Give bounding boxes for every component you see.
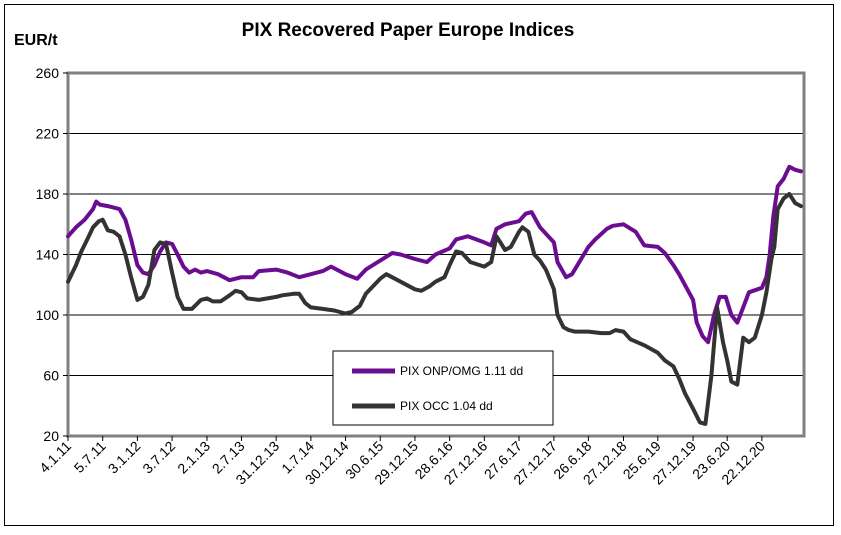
series-lines (66, 164, 803, 426)
legend: PIX ONP/OMG 1.11 dd PIX OCC 1.04 dd (332, 350, 554, 426)
y-axis-unit-label: EUR/t (14, 32, 58, 49)
y-tick-label: 140 (36, 247, 60, 263)
x-tick-label: 2.1.13 (174, 438, 213, 477)
legend-label-occ: PIX OCC 1.04 dd (400, 399, 493, 413)
y-tick-label: 20 (43, 428, 59, 444)
y-tick-label: 60 (43, 368, 59, 384)
chart-title: PIX Recovered Paper Europe Indices (241, 20, 575, 41)
x-tick-label: 3.7.12 (139, 438, 178, 477)
legend-label-onp: PIX ONP/OMG 1.11 dd (400, 364, 523, 378)
y-tick-label: 180 (36, 186, 60, 202)
y-tick-label: 100 (36, 307, 60, 323)
y-tick-label: 260 (36, 65, 60, 81)
y-axis-ticks: 20 60 100 140 180 220 260 (36, 65, 68, 444)
legend-box (332, 350, 554, 426)
x-axis-ticks: 4.1.115.7.113.1.123.7.122.1.132.7.1331.1… (36, 436, 768, 488)
series-line-occ (66, 192, 803, 426)
y-tick-label: 220 (36, 126, 60, 142)
chart-frame (4, 4, 834, 526)
x-tick-label: 3.1.12 (105, 438, 144, 477)
x-tick-label: 5.7.11 (71, 438, 109, 476)
